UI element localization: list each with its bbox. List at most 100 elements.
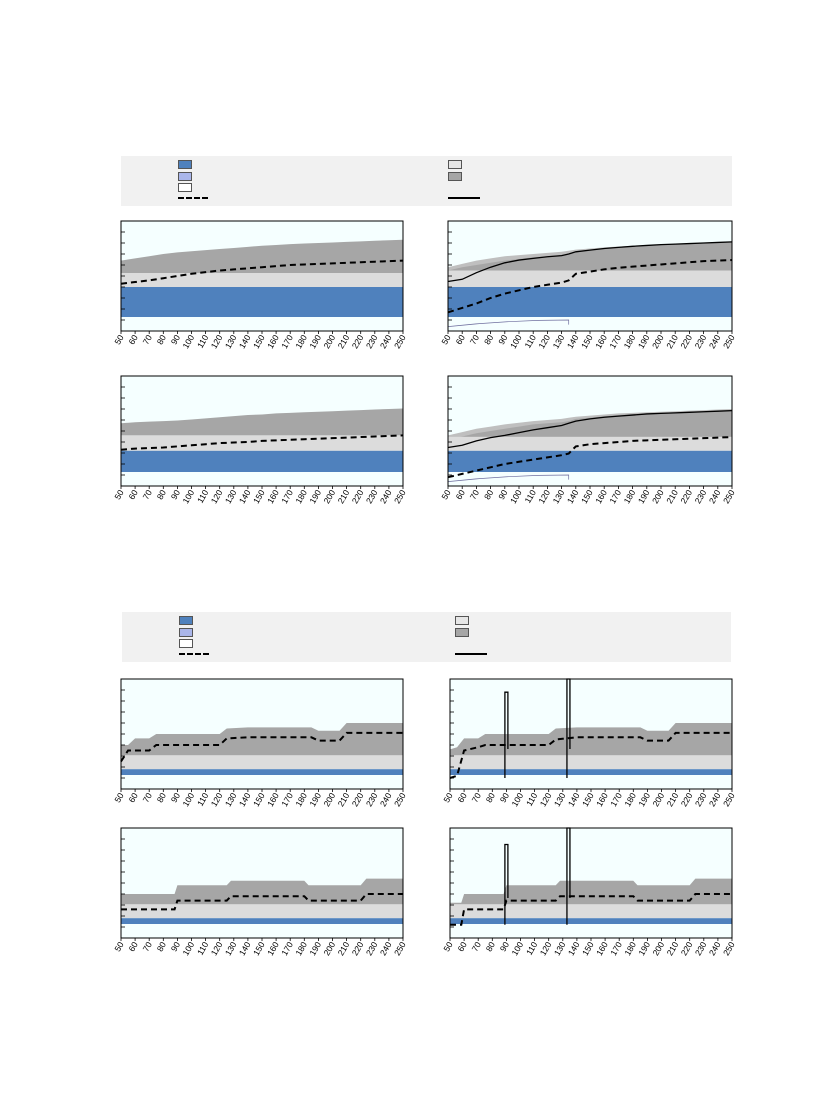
x-tick-label: 240 [378, 940, 394, 958]
x-tick-label: 140 [566, 940, 582, 958]
x-tick-label: 130 [223, 333, 239, 351]
x-tick-label: 210 [336, 333, 352, 351]
x-tick-label: 230 [364, 940, 380, 958]
x-tick-label: 90 [169, 488, 183, 501]
x-tick-label: 150 [251, 488, 267, 506]
x-tick-label: 240 [378, 333, 394, 351]
x-tick-label: 250 [392, 488, 408, 506]
light-band [121, 755, 403, 770]
legend-swatch-lavender [179, 628, 193, 637]
x-tick-label: 180 [622, 940, 638, 958]
x-tick-label: 100 [180, 791, 196, 809]
spike-line [504, 691, 509, 778]
x-tick-label: 190 [636, 791, 652, 809]
x-tick-label: 170 [608, 940, 624, 958]
x-tick-label: 230 [364, 333, 380, 351]
x-tick-label: 200 [650, 940, 666, 958]
blue-band [448, 287, 732, 317]
x-tick-label: 130 [552, 791, 568, 809]
x-tick-label: 70 [141, 791, 155, 804]
x-tick-label: 110 [524, 791, 540, 808]
x-tick-label: 90 [496, 333, 510, 346]
legend-swatch-gray [448, 172, 462, 181]
x-tick-label: 220 [679, 791, 695, 809]
chart-panel-lower-left: 50 60 70 80 90100110120130140150160170180190… [112, 678, 408, 809]
dashed-line [447, 259, 733, 314]
x-tick-label: 60 [455, 791, 469, 804]
spike-line [504, 843, 509, 925]
x-tick-label: 220 [350, 940, 366, 958]
x-tick-label: 210 [336, 940, 352, 958]
x-tick-label: 140 [566, 791, 582, 809]
x-tick-label: 180 [293, 940, 309, 958]
x-tick-label: 200 [321, 333, 337, 351]
x-tick-label: 160 [594, 791, 610, 809]
gray-area [448, 241, 732, 271]
x-tick-label: 190 [636, 940, 652, 958]
x-tick-label: 240 [707, 791, 723, 809]
legend-swatch-lavender [178, 172, 192, 181]
x-tick-label: 170 [279, 940, 295, 958]
gray-area [121, 723, 403, 759]
chart-panel-bottom-left: 50 60 70 80 90100110120130140150160170180190… [112, 827, 408, 958]
x-tick-label: 70 [141, 333, 155, 346]
x-tick-label: 200 [650, 333, 666, 351]
x-tick-label: 230 [693, 791, 709, 809]
x-tick-label: 250 [721, 488, 737, 506]
x-tick-label: 80 [155, 488, 169, 501]
x-tick-label: 160 [265, 488, 281, 506]
x-tick-label: 140 [565, 333, 581, 351]
x-tick-label: 70 [141, 940, 155, 953]
x-tick-label: 230 [364, 488, 380, 506]
chart-panel-top-left: 50 60 70 80 90100110120130140150160170180190… [112, 220, 408, 351]
x-tick-label: 140 [237, 940, 253, 958]
x-tick-label: 200 [650, 488, 666, 506]
x-tick-label: 150 [580, 940, 596, 958]
x-tick-label: 100 [508, 333, 524, 351]
legend-solid-line [455, 653, 487, 655]
x-tick-label: 230 [693, 488, 709, 506]
thin-line [447, 474, 570, 482]
x-tick-label: 90 [498, 791, 512, 804]
x-tick-label: 130 [551, 488, 567, 506]
light-band [448, 270, 732, 287]
light-band [121, 273, 403, 287]
x-tick-label: 130 [551, 333, 567, 351]
x-tick-label: 170 [279, 791, 295, 809]
solid-line [447, 410, 733, 449]
x-tick-label: 160 [593, 333, 609, 351]
x-tick-label: 250 [392, 791, 408, 809]
x-tick-label: 140 [237, 791, 253, 809]
x-tick-label: 170 [608, 791, 624, 809]
x-tick-label: 100 [180, 488, 196, 506]
light-band [450, 755, 732, 770]
x-tick-label: 150 [579, 488, 595, 506]
x-tick-label: 240 [707, 333, 723, 351]
x-tick-label: 180 [293, 791, 309, 809]
x-tick-label: 160 [265, 940, 281, 958]
blue-band [121, 918, 403, 924]
x-tick-label: 70 [468, 488, 482, 501]
dashed-line [121, 893, 403, 911]
x-tick-label: 140 [237, 333, 253, 351]
x-tick-label: 200 [321, 488, 337, 506]
x-tick-label: 80 [155, 333, 169, 346]
x-tick-label: 250 [721, 333, 737, 351]
x-tick-label: 70 [470, 940, 484, 953]
x-tick-label: 50 [439, 333, 453, 346]
x-tick-label: 120 [209, 333, 225, 351]
x-tick-label: 250 [721, 791, 737, 809]
gray-area [121, 408, 403, 436]
blue-band [121, 287, 403, 317]
legend-swatch-white [179, 639, 193, 648]
x-tick-label: 160 [594, 940, 610, 958]
x-tick-label: 140 [565, 488, 581, 506]
light-band [450, 904, 732, 919]
dashed-line [450, 893, 732, 926]
blue-band [450, 918, 732, 924]
legend-swatch-white [178, 183, 192, 192]
x-tick-label: 250 [392, 940, 408, 958]
x-tick-label: 110 [195, 488, 211, 505]
x-tick-label: 170 [279, 333, 295, 351]
x-tick-label: 80 [482, 488, 496, 501]
